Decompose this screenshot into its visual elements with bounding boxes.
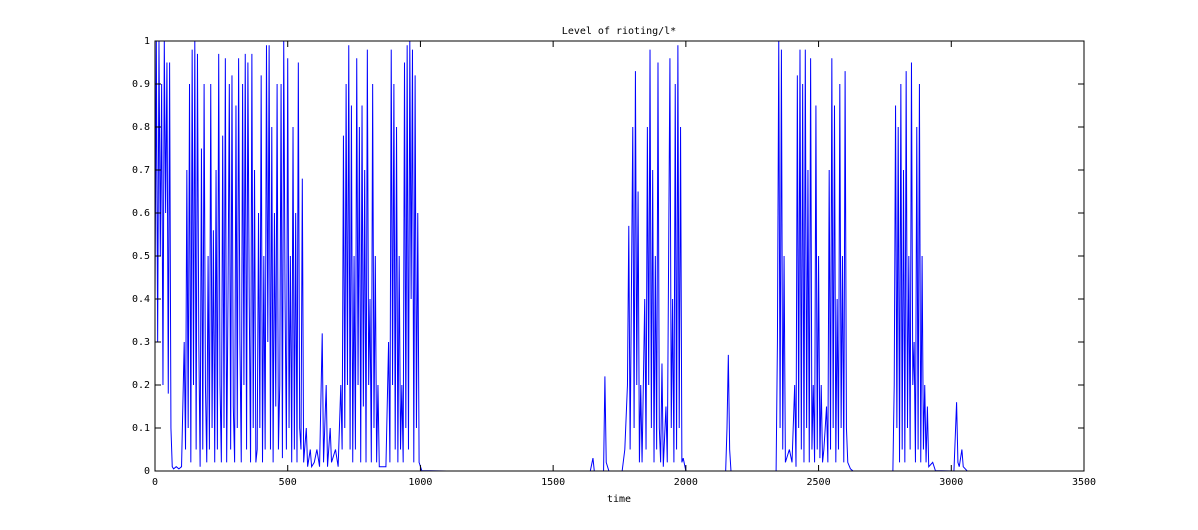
y-tick-label: 0.8 — [132, 122, 150, 133]
y-tick-label: 0.6 — [132, 208, 150, 219]
chart-title: Level of rioting/l* — [562, 26, 676, 37]
y-tick-label: 0.5 — [132, 251, 150, 262]
y-tick-label: 0.2 — [132, 380, 150, 391]
y-tick-label: 0.3 — [132, 337, 150, 348]
x-tick-label: 500 — [279, 477, 297, 488]
y-tick-label: 0.7 — [132, 165, 150, 176]
x-tick-label: 0 — [152, 477, 158, 488]
x-tick-label: 3500 — [1072, 477, 1096, 488]
x-tick-label: 2500 — [807, 477, 831, 488]
data-line — [154, 40, 1005, 472]
y-tick-label: 0.9 — [132, 79, 150, 90]
y-tick-label: 0 — [144, 466, 150, 477]
y-tick-label: 0.1 — [132, 423, 150, 434]
y-tick-label: 1 — [144, 36, 150, 47]
x-tick-label: 1500 — [541, 477, 565, 488]
y-tick-label: 0.4 — [132, 294, 150, 305]
x-tick-label: 3000 — [939, 477, 963, 488]
x-tick-label: 1000 — [408, 477, 432, 488]
x-tick-label: 2000 — [674, 477, 698, 488]
x-axis-label: time — [607, 494, 631, 505]
